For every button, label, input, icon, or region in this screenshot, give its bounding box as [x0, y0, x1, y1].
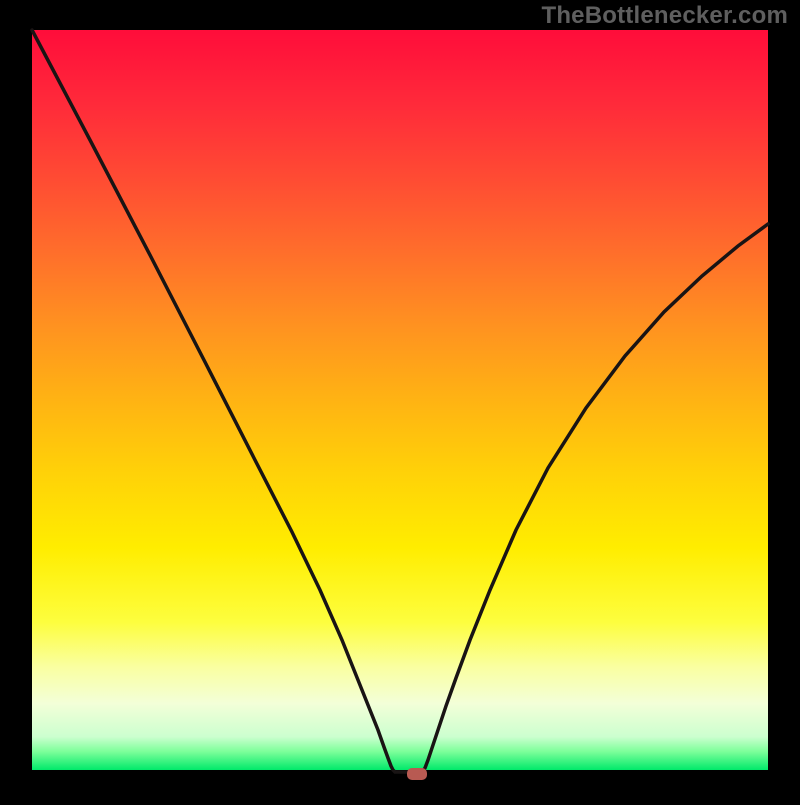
plot-background — [32, 30, 768, 770]
bottleneck-chart — [0, 0, 800, 800]
optimum-marker — [407, 768, 427, 780]
watermark-text: TheBottlenecker.com — [541, 2, 788, 30]
chart-container: TheBottlenecker.com — [0, 0, 800, 800]
